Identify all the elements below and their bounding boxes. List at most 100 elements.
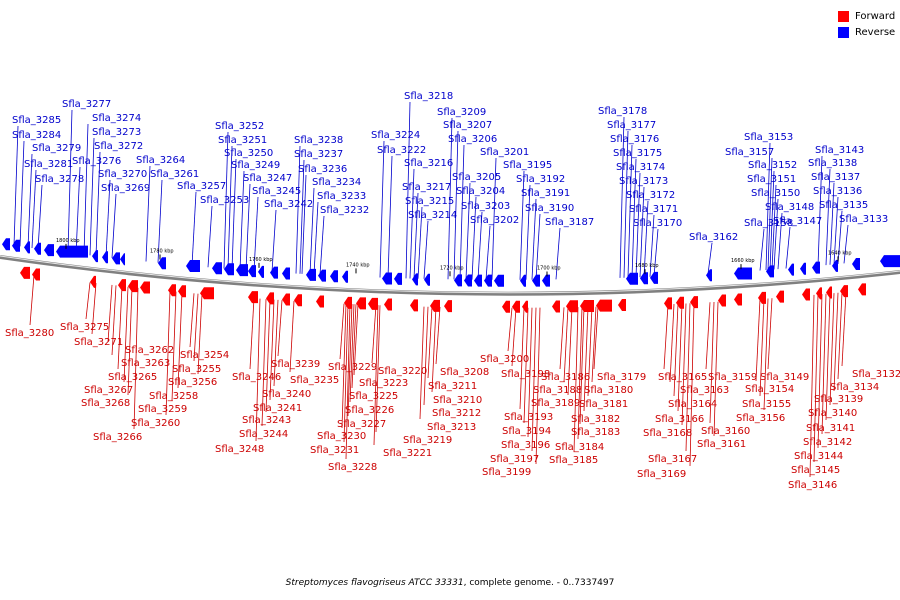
kbp-ticks: 1800 kbp 1780 kbp 1760 kbp 1740 kbp 1720 kbp… [56,238,852,277]
leader-line [177,292,183,389]
forward-gene-label: Sfla_3149 [760,372,809,383]
leader-line [387,155,393,278]
reverse-gene-label: Sfla_3272 [94,141,143,152]
leader-line [345,303,351,460]
forward-gene-arrow [248,291,258,304]
kbp-tick-label: 1800 kbp [56,238,80,244]
forward-gene-label: Sfla_3144 [794,451,843,462]
leader-line [165,291,171,416]
leader-line [579,307,585,425]
forward-gene-label: Sfla_3182 [571,414,620,425]
leader-line [423,220,429,279]
forward-gene-label: Sfla_3165 [658,372,707,383]
leader-line [453,130,459,280]
reverse-gene-label: Sfla_3217 [402,182,451,193]
leader-line [653,228,659,277]
forward-gene-arrow [430,299,440,312]
forward-gene-label: Sfla_3263 [121,358,170,369]
leader-line [277,300,283,357]
reverse-gene-arrow [12,239,20,252]
forward-gene-arrow [266,292,274,305]
reverse-gene-label: Sfla_3215 [405,196,454,207]
reverse-gene-label: Sfla_3284 [12,130,61,141]
reverse-gene-label: Sfla_3206 [448,134,497,145]
reverse-gene-arrow [484,274,492,287]
reverse-gene-label: Sfla_3201 [480,147,529,158]
reverse-gene-arrow [832,259,838,272]
leader-line [841,291,847,367]
leader-line [705,302,711,370]
leader-line [577,307,583,440]
leader-line [375,305,381,433]
leader-line [619,116,625,278]
kbp-tick-label: 1720 kbp [440,265,464,271]
leader-line [309,187,315,275]
reverse-gene-label: Sfla_3222 [377,145,426,156]
genome-backbone-highlight [0,255,900,294]
forward-gene-label: Sfla_3226 [345,405,394,416]
reverse-gene-arrow [342,270,348,283]
reverse-gene-label: Sfla_3274 [92,113,141,124]
reverse-gene-label: Sfla_3147 [773,216,822,227]
reverse-gene-label: Sfla_3136 [813,186,862,197]
leader-line [419,306,425,420]
forward-gene-label: Sfla_3166 [655,414,704,425]
leader-line [763,298,769,411]
leader-line [197,294,203,375]
gene-labels: Sfla_3285Sfla_3284Sfla_3279Sfla_3281Sfla… [5,91,900,491]
forward-gene-label: Sfla_3154 [745,384,794,395]
leader-line [829,293,835,406]
reverse-gene-label: Sfla_3238 [294,135,343,146]
forward-gene-arrow [368,297,378,310]
leader-line [759,228,765,271]
reverse-gene-label: Sfla_3233 [317,191,366,202]
forward-gene-label: Sfla_3225 [349,391,398,402]
reverse-gene-label: Sfla_3281 [24,159,73,170]
leader-line [511,307,517,367]
reverse-gene-label: Sfla_3191 [521,188,570,199]
reverse-gene-arrow [788,263,794,276]
leader-line [67,109,73,253]
reverse-gene-label: Sfla_3247 [243,173,292,184]
reverse-gene-label: Sfla_3172 [626,190,675,201]
forward-gene-arrow [552,300,560,313]
forward-gene-label: Sfla_3164 [668,399,717,410]
reverse-gene-label: Sfla_3251 [218,135,267,146]
leader-line [843,224,849,264]
reverse-gene-label: Sfla_3143 [815,145,864,156]
reverse-gene-arrow [520,274,526,287]
forward-gene-label: Sfla_3186 [541,372,590,383]
leader-line [417,206,423,279]
reverse-gene-arrow [2,238,10,251]
forward-swatch [838,10,849,22]
reverse-gene-label: Sfla_3178 [598,106,647,117]
reverse-gene-arrow [120,253,125,266]
reverse-gene-label: Sfla_3203 [461,201,510,212]
forward-gene-label: Sfla_3194 [502,426,551,437]
leader-line [231,158,237,270]
forward-gene-label: Sfla_3196 [501,440,550,451]
forward-gene-arrow [118,279,126,292]
kbp-tick-label: 1740 kbp [346,262,370,268]
leader-line [485,225,491,280]
leader-line [563,307,569,383]
reverse-gene-arrow [800,262,806,275]
leader-line [583,306,589,412]
leader-line [339,303,345,360]
forward-gene-label: Sfla_3229 [328,362,377,373]
reverse-gene-label: Sfla_3137 [811,172,860,183]
reverse-swatch [838,26,849,38]
forward-gene-label: Sfla_3266 [93,432,142,443]
forward-gene-label: Sfla_3179 [597,372,646,383]
reverse-gene-arrow [424,273,430,286]
reverse-gene-arrow [102,251,108,264]
legend: Forward Reverse [838,8,895,40]
kbp-tick-label: 1780 kbp [150,248,174,254]
reverse-gene-label: Sfla_3250 [224,148,273,159]
forward-gene-arrow [444,300,452,313]
leader-line [773,198,779,270]
leader-line [351,304,357,389]
leader-line [85,282,91,320]
forward-gene-label: Sfla_3268 [81,398,130,409]
reverse-gene-label: Sfla_3252 [215,121,264,132]
